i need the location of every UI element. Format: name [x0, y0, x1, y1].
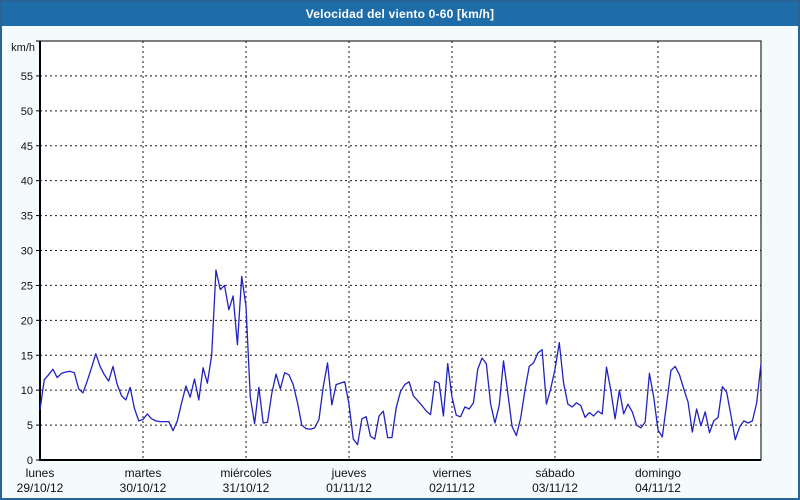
y-tick-label: 45 [21, 141, 33, 153]
chart-title: Velocidad del viento 0-60 [km/h] [305, 7, 495, 21]
chart-header: Velocidad del viento 0-60 [km/h] [2, 2, 798, 26]
y-tick-label: 35 [21, 211, 33, 223]
day-date-label: 30/10/12 [120, 481, 167, 495]
day-date-label: 02/11/12 [429, 481, 475, 495]
day-name-label: miércoles [220, 466, 271, 480]
y-tick-label: 15 [21, 350, 33, 362]
day-name-label: sábado [535, 466, 575, 480]
day-date-label: 01/11/12 [326, 481, 372, 495]
day-name-label: viernes [433, 466, 472, 480]
day-name-label: martes [125, 466, 162, 480]
y-tick-label: 0 [27, 455, 33, 467]
y-tick-label: 20 [21, 315, 33, 327]
y-tick-label: 10 [21, 385, 33, 397]
wind-speed-line [39, 269, 762, 446]
day-date-label: 31/10/12 [223, 481, 270, 495]
day-name-label: lunes [26, 466, 55, 480]
day-date-label: 29/10/12 [17, 481, 64, 495]
y-tick-label: 5 [27, 420, 33, 432]
day-date-label: 04/11/12 [635, 481, 681, 495]
y-axis-unit-label: km/h [11, 42, 35, 54]
day-name-label: jueves [331, 466, 367, 480]
y-tick-label: 25 [21, 280, 33, 292]
y-tick-label: 50 [21, 106, 33, 118]
day-date-label: 03/11/12 [532, 481, 578, 495]
y-tick-label: 55 [21, 71, 33, 83]
y-tick-label: 40 [21, 176, 33, 188]
day-name-label: domingo [635, 466, 681, 480]
y-tick-label: 30 [21, 246, 33, 258]
